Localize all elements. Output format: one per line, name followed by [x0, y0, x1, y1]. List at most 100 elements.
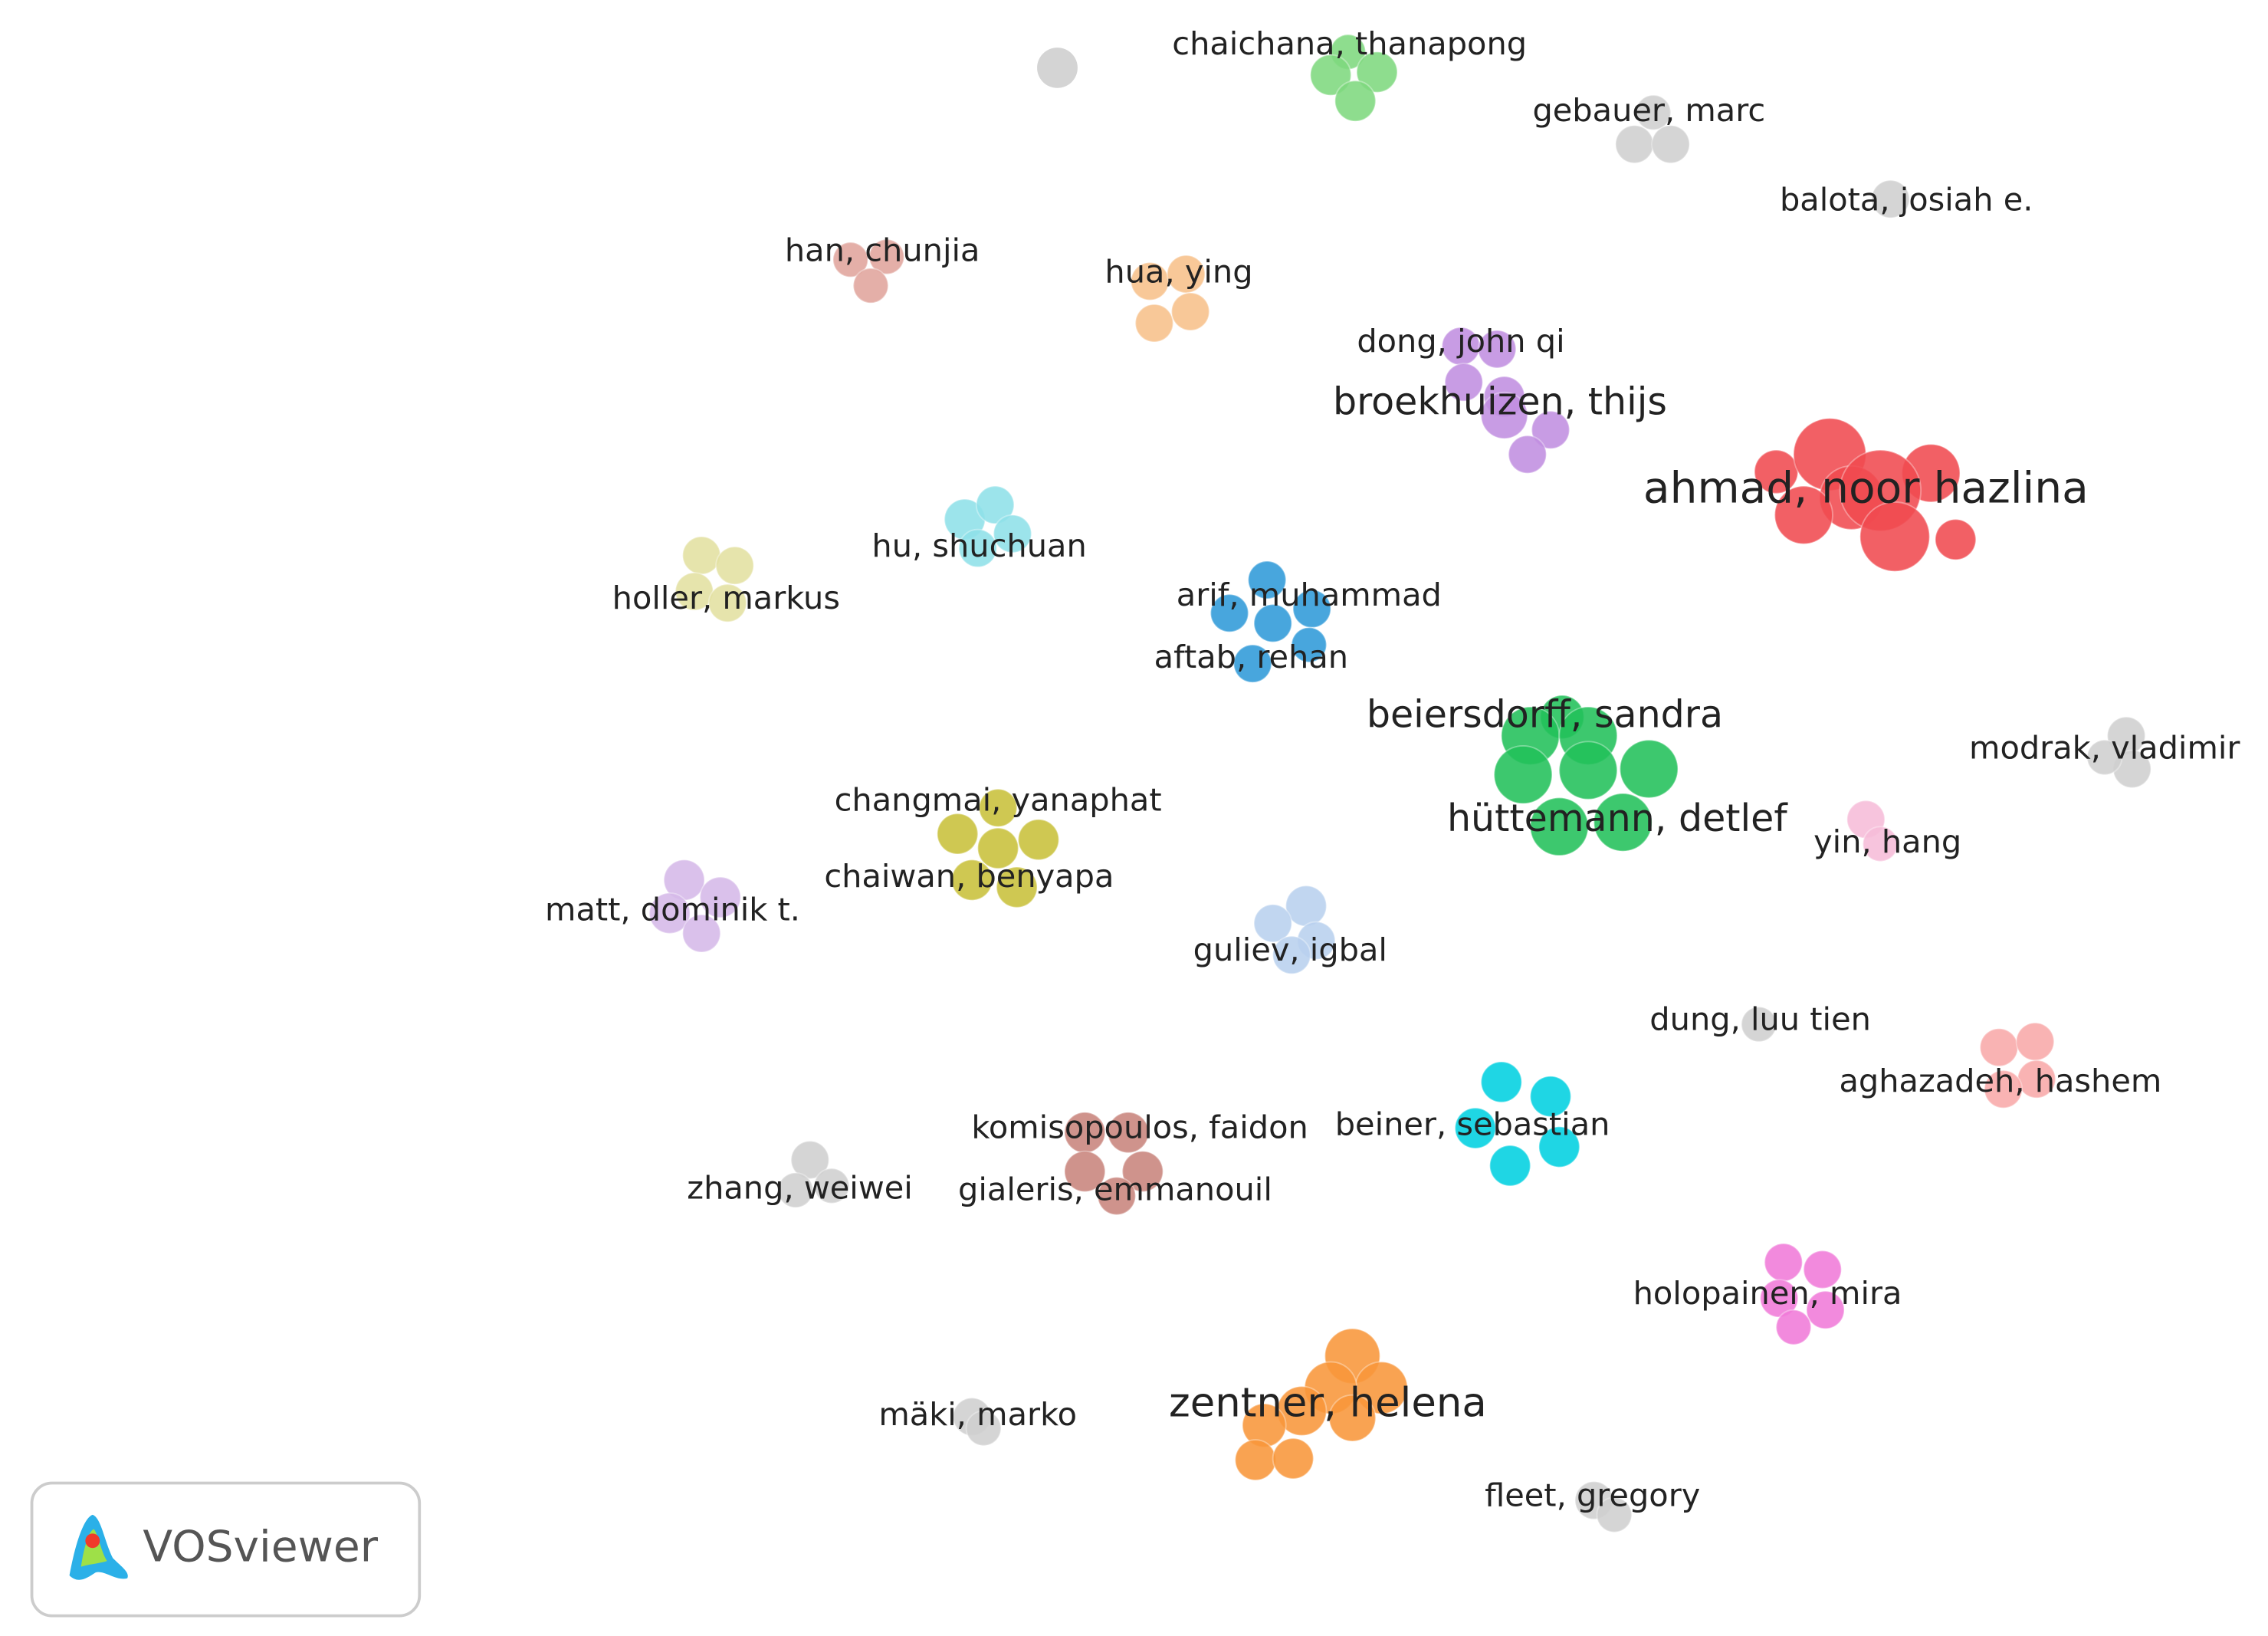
node-label: hüttemann, detlef	[1447, 797, 1788, 840]
node-bubble	[1775, 1309, 1812, 1345]
node-bubble	[1209, 593, 1249, 633]
node-label: beiner, sebastian	[1335, 1106, 1610, 1143]
node-bubble	[813, 1168, 850, 1204]
node-label: mäki, marko	[878, 1396, 1077, 1433]
node-bubble	[1635, 94, 1672, 131]
node-bubble	[1477, 329, 1517, 369]
node-bubble	[1444, 363, 1484, 402]
node-bubble	[1253, 903, 1293, 943]
node-label: komisopoulos, faidon	[971, 1109, 1308, 1146]
node-bubble	[1253, 603, 1293, 643]
node-bubble	[1291, 626, 1328, 663]
node-bubble	[1063, 1150, 1106, 1193]
node-label: gialeris, emmanouil	[958, 1171, 1272, 1207]
node-bubble	[1454, 1107, 1497, 1149]
node-bubble	[1508, 435, 1548, 475]
node-bubble	[1334, 80, 1377, 123]
node-label: chaichana, thanapong	[1172, 25, 1527, 62]
node-bubble	[976, 827, 1019, 869]
node-bubble	[2015, 1022, 2055, 1062]
logo-icon-inner	[80, 1529, 107, 1567]
logo-icon-core	[85, 1533, 100, 1549]
node-bubble	[1328, 1394, 1377, 1442]
node-bubble	[1741, 1006, 1777, 1043]
logo-text: VOSviewer	[143, 1523, 378, 1572]
node-bubble	[852, 268, 889, 304]
node-label: chaiwan, benyapa	[824, 858, 1114, 895]
node-label: dong, john qi	[1357, 323, 1564, 360]
node-bubble	[1121, 1150, 1164, 1193]
vosviewer-logo[interactable]: VOSviewer	[30, 1481, 422, 1618]
node-bubble	[1234, 1439, 1277, 1481]
node-bubble	[1596, 1496, 1633, 1533]
node-label: zhang, weiwei	[687, 1170, 913, 1207]
node-bubble	[1774, 485, 1833, 545]
node-bubble	[699, 876, 742, 918]
node-bubble	[707, 583, 747, 623]
node-bubble	[1488, 1145, 1531, 1187]
node-bubble	[868, 238, 905, 275]
node-label: ahmad, noor hazlina	[1643, 463, 2089, 513]
node-bubble	[2086, 739, 2123, 776]
node-bubble	[1134, 304, 1174, 343]
node-bubble	[1309, 54, 1352, 97]
node-label: han, chunjia	[785, 232, 980, 268]
node-label: guliev, igbal	[1193, 931, 1387, 968]
node-label: gebauer, marc	[1532, 92, 1765, 129]
node-label: holler, markus	[612, 580, 840, 616]
node-bubble	[1247, 560, 1287, 600]
node-bubble	[790, 1140, 830, 1180]
node-bubble	[1593, 793, 1653, 852]
node-label: zentner, helena	[1169, 1380, 1487, 1427]
node-bubble	[1529, 1075, 1572, 1118]
node-bubble	[1806, 1290, 1846, 1330]
node-bubble	[996, 866, 1039, 908]
node-bubble	[1651, 124, 1691, 164]
node-label: fleet, gregory	[1485, 1477, 1700, 1513]
node-bubble	[1356, 51, 1398, 94]
node-bubble	[1754, 449, 1799, 494]
node-bubble	[1480, 391, 1528, 440]
node-bubble	[681, 914, 721, 953]
node-bubble	[1870, 179, 1910, 219]
node-bubble	[978, 788, 1018, 828]
node-bubble	[1558, 741, 1618, 800]
node-bubble	[1493, 744, 1553, 805]
node-bubble	[1759, 1279, 1799, 1319]
node-bubble	[1862, 826, 1899, 862]
node-bubble	[1619, 739, 1679, 799]
node-bubble	[1529, 797, 1589, 856]
node-label: broekhuizen, thijs	[1333, 379, 1667, 423]
node-bubble	[1984, 1069, 2023, 1109]
node-label: arif, muhammad	[1177, 577, 1442, 613]
node-bubble	[1292, 589, 1332, 629]
node-label: beiersdorff, sandra	[1367, 693, 1723, 737]
node-bubble	[1017, 818, 1060, 861]
node-bubble	[1272, 935, 1311, 975]
node-bubble	[681, 536, 721, 575]
logo-box	[30, 1481, 422, 1618]
node-bubble	[1097, 1176, 1137, 1216]
node-label: changmai, yanaphat	[835, 781, 1162, 818]
node-bubble	[1107, 1111, 1150, 1154]
node-bubble	[715, 546, 755, 586]
node-bubble	[936, 813, 979, 855]
node-bubble	[975, 485, 1015, 525]
node-label: hua, ying	[1104, 254, 1252, 291]
node-label: matt, dominik t.	[545, 891, 800, 928]
node-label: hu, shuchuan	[871, 527, 1086, 564]
node-bubble	[1538, 1125, 1580, 1168]
node-bubble	[1037, 48, 1078, 88]
node-label: aftab, rehan	[1154, 639, 1348, 675]
node-bubble	[1480, 1061, 1523, 1103]
node-bubble	[1859, 501, 1931, 573]
node-bubble	[1232, 644, 1272, 684]
node-label: aghazadeh, hashem	[1839, 1063, 2161, 1099]
node-bubble	[993, 514, 1032, 554]
node-bubble	[1935, 518, 1977, 561]
node-label: balota, josiah e.	[1780, 181, 2033, 218]
node-label: yin, hang	[1813, 823, 1961, 860]
